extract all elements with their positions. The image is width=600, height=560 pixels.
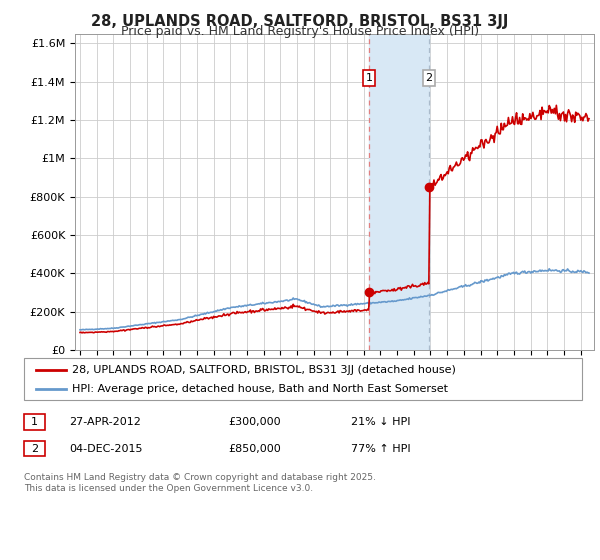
Text: 21% ↓ HPI: 21% ↓ HPI [351, 417, 410, 427]
Text: 1: 1 [365, 73, 373, 83]
Text: 1: 1 [31, 417, 38, 427]
Text: £300,000: £300,000 [228, 417, 281, 427]
Text: 77% ↑ HPI: 77% ↑ HPI [351, 444, 410, 454]
Text: 04-DEC-2015: 04-DEC-2015 [69, 444, 143, 454]
Text: £850,000: £850,000 [228, 444, 281, 454]
Text: 2: 2 [425, 73, 433, 83]
Text: 28, UPLANDS ROAD, SALTFORD, BRISTOL, BS31 3JJ: 28, UPLANDS ROAD, SALTFORD, BRISTOL, BS3… [91, 14, 509, 29]
Text: HPI: Average price, detached house, Bath and North East Somerset: HPI: Average price, detached house, Bath… [72, 384, 448, 394]
Bar [369, 34, 429, 350]
Text: 27-APR-2012: 27-APR-2012 [69, 417, 141, 427]
Text: 28, UPLANDS ROAD, SALTFORD, BRISTOL, BS31 3JJ (detached house): 28, UPLANDS ROAD, SALTFORD, BRISTOL, BS3… [72, 365, 456, 375]
Text: Contains HM Land Registry data © Crown copyright and database right 2025.
This d: Contains HM Land Registry data © Crown c… [24, 473, 376, 493]
Text: Price paid vs. HM Land Registry's House Price Index (HPI): Price paid vs. HM Land Registry's House … [121, 25, 479, 38]
Text: 2: 2 [31, 444, 38, 454]
